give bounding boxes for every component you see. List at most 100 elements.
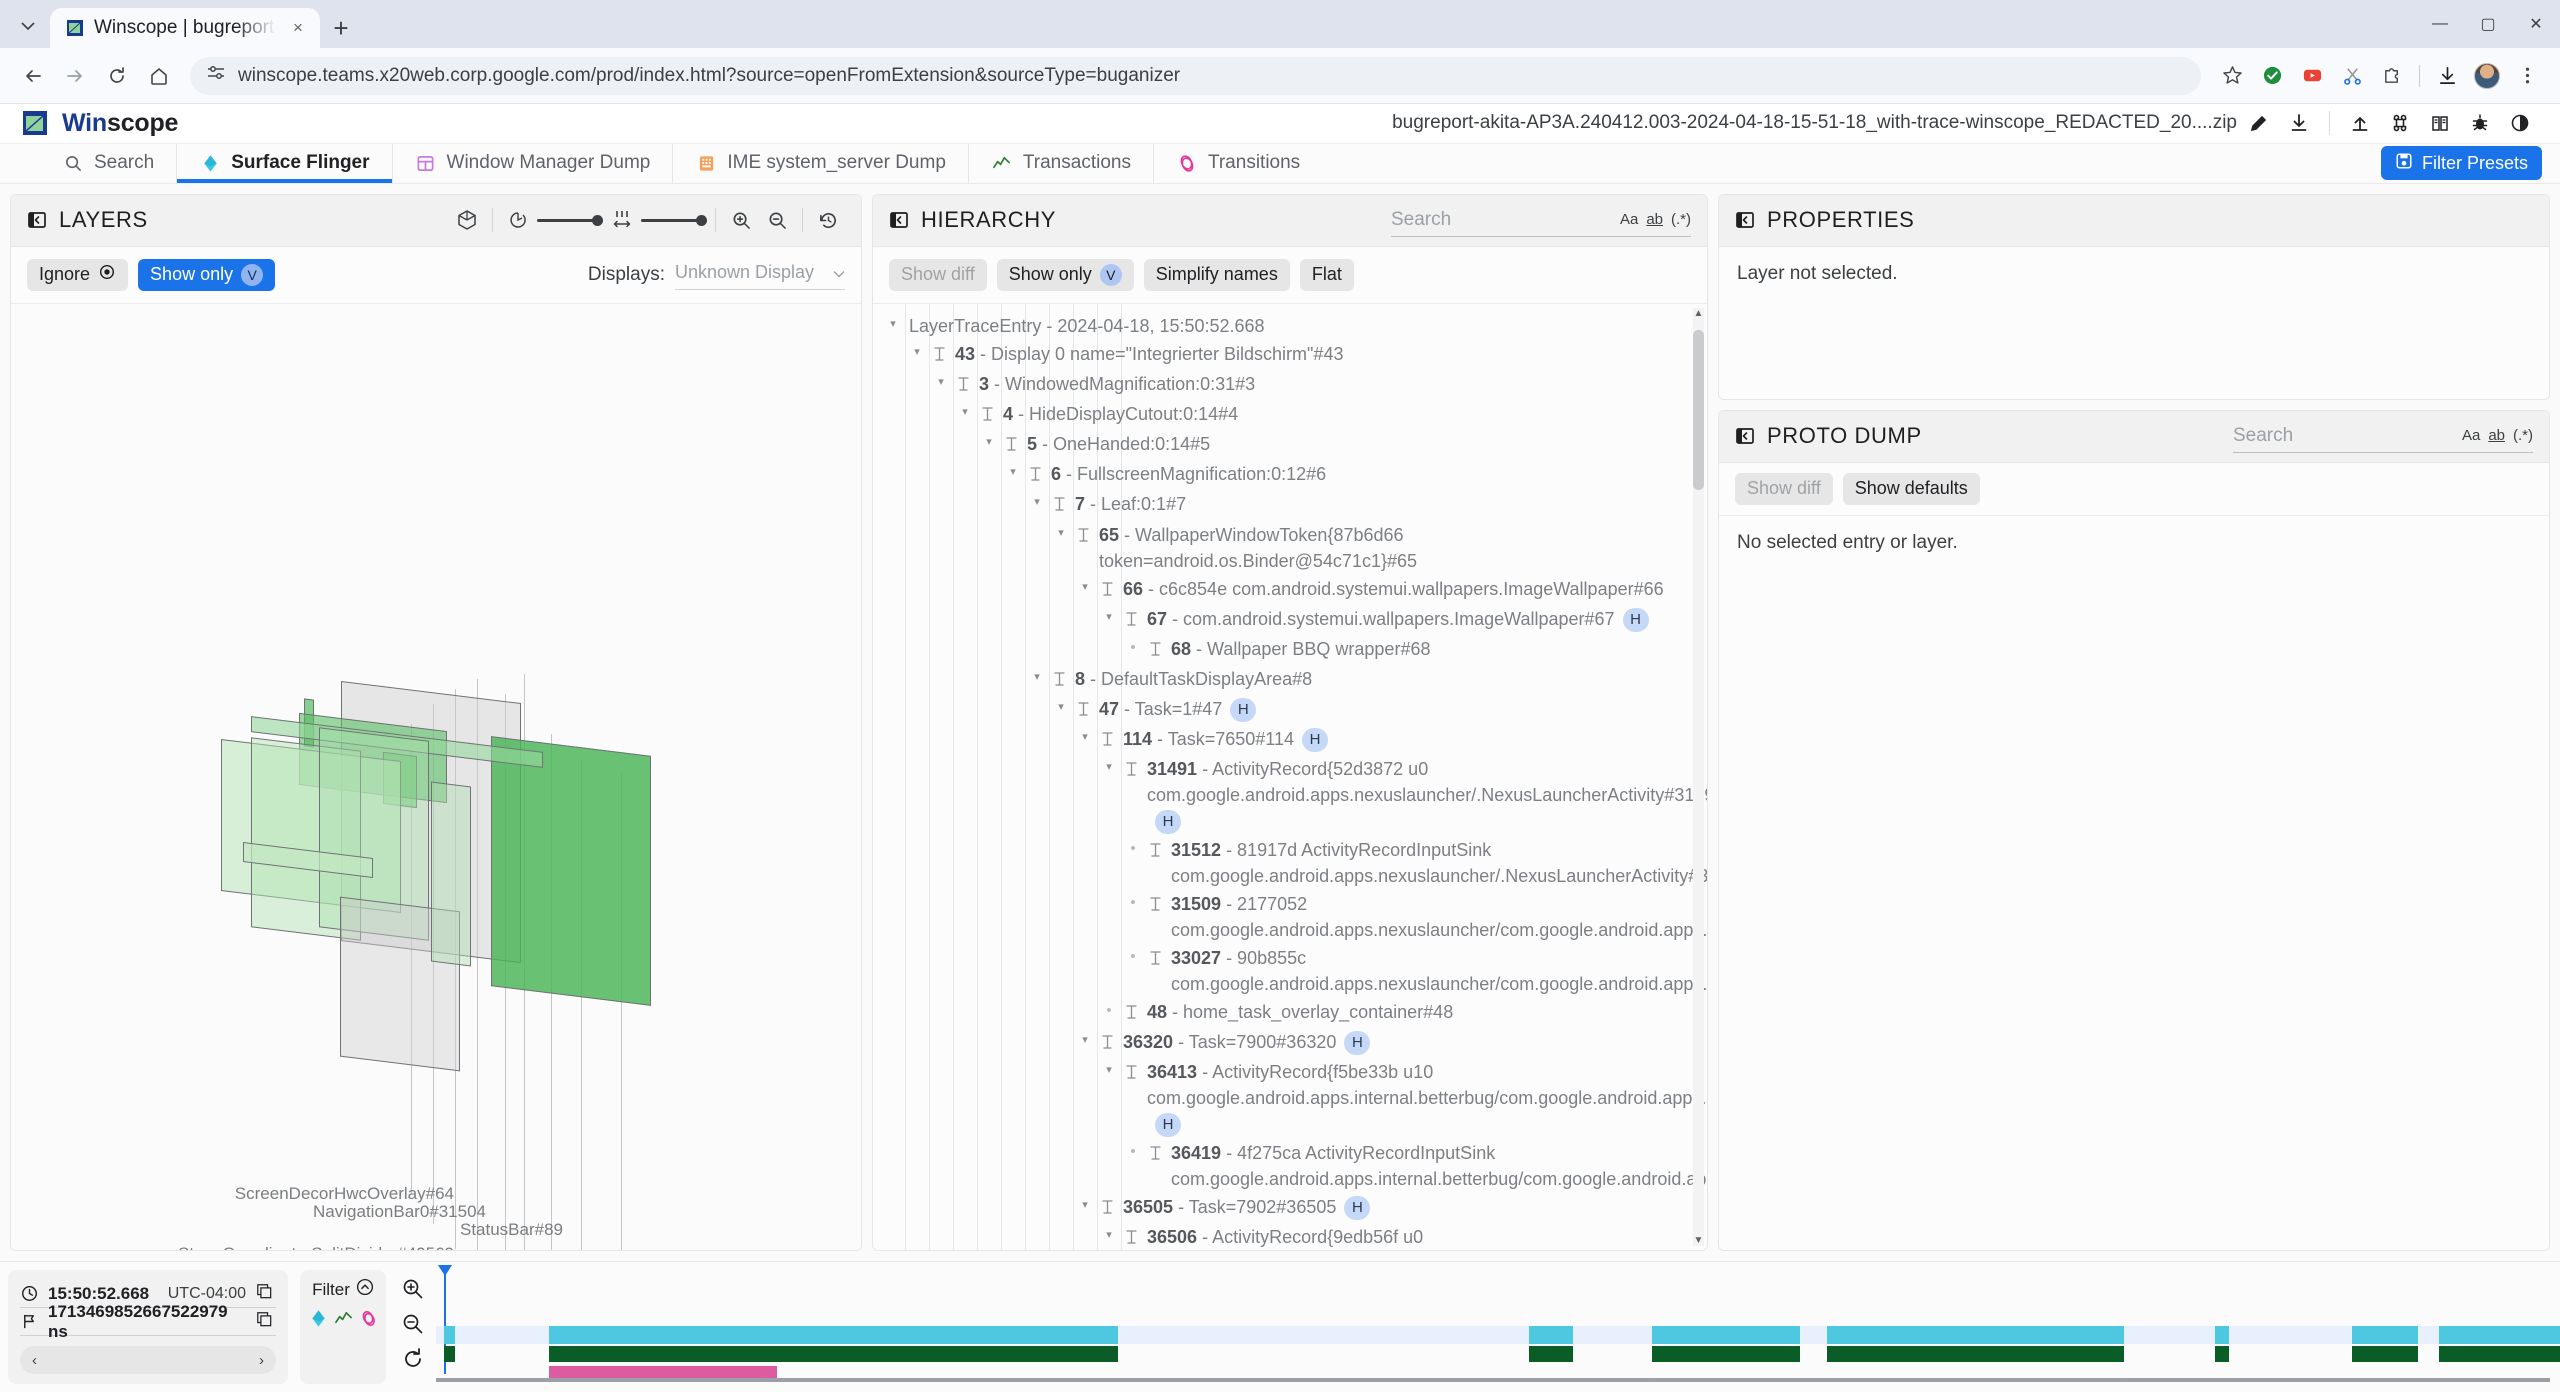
tree-leaf-dot-icon[interactable]: • xyxy=(1130,638,1136,656)
chevron-down-icon[interactable]: ▾ xyxy=(986,436,992,449)
tree-leaf-dot-icon[interactable]: • xyxy=(1130,893,1136,911)
hierarchy-scrollbar[interactable]: ▲ ▼ xyxy=(1693,307,1704,1246)
hidden-badge[interactable]: H xyxy=(1344,1031,1371,1056)
hidden-badge[interactable]: H xyxy=(1155,1113,1181,1138)
password-manager-icon[interactable] xyxy=(2253,57,2291,95)
surface-flinger-icon[interactable] xyxy=(309,1309,328,1334)
tree-node[interactable]: ▾ 7 - Leaf:0:1#7 xyxy=(885,490,1677,520)
show-defaults-button[interactable]: Show defaults xyxy=(1842,472,1980,505)
chevron-down-icon[interactable]: ▾ xyxy=(938,376,944,389)
rect-label[interactable]: StageCoordinatorSplitDivider#40569 xyxy=(178,1244,454,1250)
whole-word-icon[interactable]: ab xyxy=(2488,427,2505,445)
timeline-segment[interactable] xyxy=(1826,1326,2124,1344)
tree-node[interactable]: ▾ 114 - Task=7650#114 H xyxy=(885,725,1677,755)
zoom-out-icon[interactable] xyxy=(401,1312,425,1342)
show-only-button[interactable]: Show only V xyxy=(138,258,276,291)
timeline-segment[interactable] xyxy=(2439,1346,2560,1362)
tree-node[interactable]: ▾ 67 - com.android.systemui.wallpapers.Im… xyxy=(885,605,1677,635)
regex-icon[interactable]: (.*) xyxy=(1671,211,1691,229)
flat-button[interactable]: Flat xyxy=(1299,258,1354,291)
search-input[interactable] xyxy=(1391,208,1610,231)
tree-node[interactable]: ▾ 47 - Task=1#47 H xyxy=(885,695,1677,725)
transactions-lane[interactable] xyxy=(436,1346,2560,1362)
tree-node[interactable]: • 33027 - 90b855c com.google.android.apps… xyxy=(885,944,1707,998)
rotation-slider[interactable] xyxy=(537,214,603,226)
chevron-down-icon[interactable]: ▾ xyxy=(1010,466,1016,479)
window-close-button[interactable]: ✕ xyxy=(2529,16,2543,33)
copy-icon[interactable] xyxy=(256,1283,276,1304)
surface-flinger-lane[interactable] xyxy=(436,1326,2560,1344)
timestamp-row-ns[interactable]: 1713469852667522979 ns xyxy=(20,1302,276,1341)
tree-node[interactable]: • 31509 - 2177052 com.google.android.apps… xyxy=(885,890,1707,944)
tab-transactions[interactable]: Transactions xyxy=(967,143,1153,183)
timeline-entry-nav[interactable]: ‹ › xyxy=(20,1346,276,1374)
layer-rect[interactable] xyxy=(431,781,471,967)
maximize-button[interactable]: ▢ xyxy=(2480,16,2496,33)
reset-icon[interactable] xyxy=(811,204,845,236)
tab-surface-flinger[interactable]: Surface Flinger xyxy=(176,143,392,183)
layer-rect[interactable] xyxy=(491,736,651,1006)
tree-node[interactable]: ▾ 6 - FullscreenMagnification:0:12#6 xyxy=(885,460,1677,490)
timeline-segment[interactable] xyxy=(549,1346,1118,1362)
bug-icon[interactable] xyxy=(2462,105,2498,141)
shortcuts-icon[interactable] xyxy=(2382,105,2418,141)
tree-node[interactable]: ▾ 36506 - ActivityRecord{9edb56f u0 com.y… xyxy=(885,1223,1677,1250)
collapse-panel-icon[interactable] xyxy=(1735,210,1755,230)
chevron-up-icon[interactable] xyxy=(356,1278,374,1301)
dark-mode-icon[interactable] xyxy=(2502,105,2538,141)
timeline-segment[interactable] xyxy=(1651,1326,1801,1344)
tree-node[interactable]: ▾ 36413 - ActivityRecord{f5be33b u10 com.… xyxy=(885,1058,1707,1138)
extensions-puzzle-icon[interactable] xyxy=(2373,57,2411,95)
hierarchy-tree[interactable]: ▾ LayerTraceEntry - 2024-04-18, 15:50:52.… xyxy=(873,302,1707,1250)
tree-node[interactable]: ▾ 3 - WindowedMagnification:0:31#3 xyxy=(885,370,1677,400)
filter-presets-button[interactable]: Filter Presets xyxy=(2380,146,2542,181)
browser-menu-icon[interactable] xyxy=(2508,57,2546,95)
tree-leaf-dot-icon[interactable]: • xyxy=(1130,947,1136,965)
timeline-segment[interactable] xyxy=(2215,1346,2229,1362)
3d-cube-icon[interactable] xyxy=(450,204,484,236)
edit-pencil-icon[interactable] xyxy=(2241,105,2277,141)
tree-node[interactable]: • 68 - Wallpaper BBQ wrapper#68 xyxy=(885,635,1677,665)
bookmark-star-icon[interactable] xyxy=(2213,57,2251,95)
match-case-icon[interactable]: Aa xyxy=(2461,427,2481,445)
collapse-panel-icon[interactable] xyxy=(1735,426,1755,446)
timeline-segment[interactable] xyxy=(2439,1326,2560,1344)
tree-node[interactable]: ▾ LayerTraceEntry - 2024-04-18, 15:50:52.… xyxy=(885,312,1677,340)
timeline-segment[interactable] xyxy=(1826,1346,2124,1362)
regex-icon[interactable]: (.*) xyxy=(2513,427,2533,445)
tree-leaf-dot-icon[interactable]: • xyxy=(1106,1002,1112,1020)
zoom-out-icon[interactable] xyxy=(760,204,794,236)
home-icon[interactable] xyxy=(140,57,178,95)
tree-leaf-dot-icon[interactable]: • xyxy=(1130,1142,1136,1160)
show-diff-button[interactable]: Show diff xyxy=(1735,472,1833,505)
tree-node[interactable]: ▾ 5 - OneHanded:0:14#5 xyxy=(885,430,1677,460)
rect-label[interactable]: NavigationBar0#31504 xyxy=(313,1201,486,1221)
chevron-down-icon[interactable]: ▾ xyxy=(1058,526,1064,539)
chevron-down-icon[interactable]: ▾ xyxy=(1082,580,1088,593)
show-diff-button[interactable]: Show diff xyxy=(889,258,987,291)
timeline-axis[interactable] xyxy=(436,1378,2550,1382)
tab-ime-system-server-dump[interactable]: IME system_server Dump xyxy=(672,143,968,183)
layers-3d-viewport[interactable]: ScreenDecorHwcOverlay#64 NavigationBar0#… xyxy=(11,302,861,1250)
minimize-button[interactable]: — xyxy=(2432,15,2448,32)
chevron-down-icon[interactable]: ▾ xyxy=(1106,761,1112,774)
chevron-down-icon[interactable]: ▾ xyxy=(1034,670,1040,683)
timeline-segment[interactable] xyxy=(549,1326,1118,1344)
browser-tab[interactable]: Winscope | bugreport-ak × xyxy=(50,8,320,48)
timeline-segment[interactable] xyxy=(549,1366,777,1380)
downloads-icon[interactable] xyxy=(2428,57,2466,95)
tree-node[interactable]: ▾ 66 - c6c854e com.android.systemui.wallp… xyxy=(885,575,1677,605)
hierarchy-search[interactable]: Aa ab (.*) xyxy=(1391,203,1691,238)
scissors-extension-icon[interactable] xyxy=(2333,57,2371,95)
chevron-down-icon[interactable]: ▾ xyxy=(1106,610,1112,623)
next-entry-button[interactable]: › xyxy=(259,1351,264,1369)
close-icon[interactable]: × xyxy=(293,18,303,37)
tab-search[interactable]: Search xyxy=(40,144,176,183)
tree-node[interactable]: ▾ 43 - Display 0 name="Integrierter Bilds… xyxy=(885,340,1677,370)
chevron-down-icon[interactable]: ▾ xyxy=(1106,1228,1112,1241)
timeline-segment[interactable] xyxy=(1651,1346,1801,1362)
chevron-down-icon[interactable]: ▾ xyxy=(1034,496,1040,509)
reload-icon[interactable] xyxy=(98,57,136,95)
search-input[interactable] xyxy=(2233,424,2452,447)
ignore-button[interactable]: Ignore xyxy=(27,258,129,291)
